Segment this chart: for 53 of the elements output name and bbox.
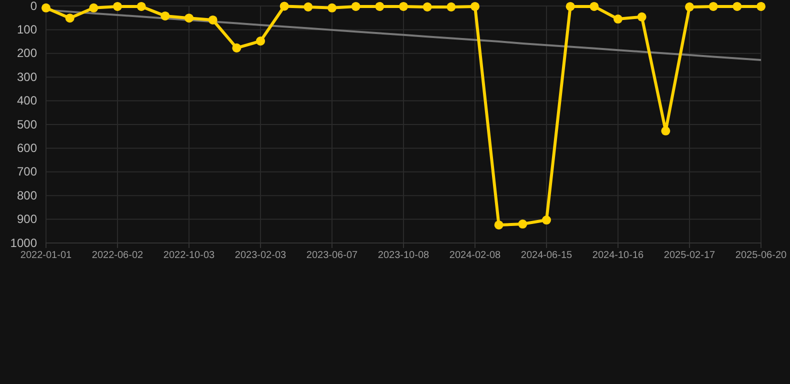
point <box>661 126 670 136</box>
point <box>184 14 194 23</box>
point <box>518 220 528 229</box>
y-tick-label: 300 <box>16 70 38 84</box>
point <box>566 2 575 11</box>
x-tick-label: 2023-06-07 <box>306 250 358 262</box>
x-tick-label: 2022-06-02 <box>92 250 144 262</box>
y-tick-label: 100 <box>16 22 38 37</box>
point <box>304 2 313 12</box>
x-tick-label: 2025-06-20 <box>735 250 788 262</box>
point <box>422 2 432 12</box>
y-tick-label: 500 <box>16 117 38 132</box>
point <box>590 2 599 11</box>
point <box>542 216 552 225</box>
point <box>136 2 146 11</box>
point <box>280 2 289 11</box>
point <box>208 15 218 24</box>
y-tick-label: 600 <box>16 141 38 156</box>
x-tick-label: 2024-06-15 <box>520 250 573 262</box>
point <box>470 2 480 11</box>
y-tick-label: 200 <box>16 46 38 60</box>
point <box>613 14 623 24</box>
y-tick-label: 0 <box>30 0 38 13</box>
point <box>89 3 98 12</box>
x-tick-label: 2024-10-16 <box>592 250 644 262</box>
point <box>756 2 766 11</box>
point <box>494 220 504 230</box>
point <box>684 2 694 12</box>
point <box>375 2 384 11</box>
x-tick-label: 2022-10-03 <box>163 250 216 262</box>
y-tick-label: 1000 <box>10 236 38 250</box>
point <box>708 2 718 11</box>
point <box>112 2 122 11</box>
x-tick-label: 2025-02-17 <box>664 250 716 262</box>
point <box>256 36 266 46</box>
y-tick-label: 900 <box>16 212 38 226</box>
x-tick-label: 2023-02-03 <box>234 250 287 262</box>
x-tick-label: 2023-10-08 <box>378 250 430 262</box>
point <box>65 14 74 23</box>
point <box>446 2 456 12</box>
y-tick-label: 800 <box>16 188 38 202</box>
point <box>351 2 360 11</box>
x-tick-label: 2024-02-08 <box>449 250 502 262</box>
point <box>327 3 337 12</box>
y-tick-label: 400 <box>16 94 38 108</box>
point <box>41 3 51 12</box>
point <box>398 2 408 11</box>
x-tick-label: 2022-01-01 <box>20 250 72 262</box>
point <box>160 11 170 20</box>
y-tick-label: 700 <box>16 164 38 179</box>
point <box>637 12 646 22</box>
point <box>232 43 242 52</box>
point <box>732 2 742 11</box>
